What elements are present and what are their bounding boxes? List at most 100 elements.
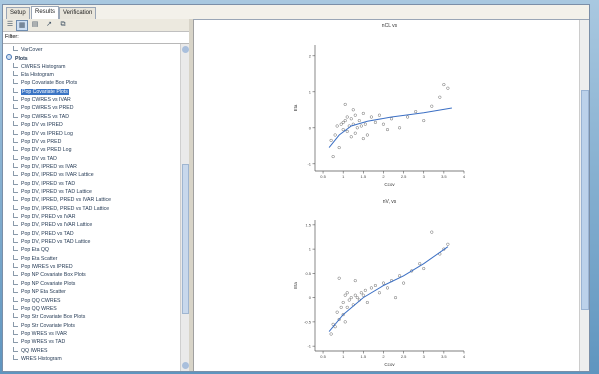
tree-item-label: Pop NP Eta Scatter: [21, 289, 66, 296]
tree-item[interactable]: Pop DV, IPRED vs TAD Lattice: [13, 187, 92, 196]
x-axis-label: Ccov: [384, 362, 395, 367]
filter-label: Filter:: [5, 34, 19, 40]
tree-item[interactable]: Pop DV, IPRED vs TAD: [13, 179, 75, 188]
data-point: [446, 242, 450, 246]
filter-input[interactable]: [25, 34, 175, 41]
trend-line: [328, 107, 452, 148]
plot-scroll-thumb[interactable]: [581, 90, 589, 310]
data-point: [353, 113, 357, 117]
plot-item-icon: [13, 213, 18, 218]
tree-item-label: Pop DV vs TAD: [21, 155, 57, 162]
tree-item[interactable]: Pop Eta Scatter: [13, 254, 57, 263]
tree-item[interactable]: WRES Histogram: [13, 354, 62, 363]
data-point: [438, 95, 442, 99]
tree-item[interactable]: Eta Histogram: [13, 71, 54, 79]
export-icon[interactable]: ↗: [46, 21, 52, 28]
tree-item[interactable]: Pop DV vs PRED Log: [13, 146, 71, 154]
data-point: [355, 296, 359, 300]
data-point: [377, 113, 381, 117]
data-point: [385, 286, 390, 290]
chart-view-icon[interactable]: ▤: [31, 21, 39, 28]
tree-item[interactable]: Pop IWRES vs IPRED: [13, 263, 73, 271]
tab-results[interactable]: Results: [31, 6, 60, 20]
plot-item-icon: [13, 288, 18, 294]
tree-item[interactable]: Pop DV, IPRED, PRED vs IVAR Lattice: [13, 196, 111, 204]
data-point: [341, 120, 345, 124]
tree-item[interactable]: Pop Covariate Box Plots: [13, 79, 77, 87]
tree-item[interactable]: Pop QQ CWRES: [13, 296, 61, 305]
tab-verification[interactable]: Verification: [59, 7, 97, 19]
data-point: [381, 281, 386, 285]
tree-item[interactable]: Pop DV vs IPRED Log: [13, 129, 73, 138]
x-tick-label: 1: [342, 174, 345, 179]
scroll-up-icon[interactable]: [182, 46, 189, 53]
y-tick-label: -0.5: [304, 319, 312, 324]
tree-item[interactable]: Pop Str Covariate Box Plots: [13, 313, 85, 321]
data-point: [331, 155, 335, 159]
tree-item[interactable]: Pop CWRES vs IVAR: [13, 96, 71, 104]
data-point: [329, 332, 333, 336]
tree-item[interactable]: Pop Eta QQ: [13, 246, 49, 254]
tree-item[interactable]: VarCover: [13, 46, 43, 54]
data-point: [385, 128, 390, 132]
tree-item[interactable]: CWRES Histogram: [13, 62, 65, 71]
tree-item[interactable]: Pop DV vs TAD: [13, 154, 57, 163]
tree-item[interactable]: Pop CWRES vs TAD: [13, 112, 69, 121]
tree-item[interactable]: Pop DV vs PRED: [13, 137, 62, 146]
plot-item-icon: [13, 129, 18, 135]
tree-item[interactable]: Pop DV, PRED vs IVAR Lattice: [13, 221, 92, 229]
data-point: [365, 133, 369, 137]
list-view-icon[interactable]: ☰: [6, 21, 14, 28]
data-point: [329, 138, 333, 142]
tree-item[interactable]: Pop NP Covariate Plots: [13, 279, 75, 288]
data-point: [359, 124, 363, 128]
tree-item[interactable]: Pop Str Covariate Plots: [13, 321, 75, 330]
tree-item[interactable]: Pop NP Eta Scatter: [13, 288, 66, 296]
plot-item-icon: [13, 196, 18, 202]
tree-item-label: Pop DV vs PRED: [21, 138, 62, 145]
tree-item[interactable]: Pop CWRES vs PRED: [13, 104, 73, 112]
data-point: [363, 122, 367, 126]
plot-item-icon: [13, 271, 18, 277]
tree-scrollbar[interactable]: [180, 44, 190, 371]
x-tick-label: 3.5: [441, 174, 447, 179]
tree-item[interactable]: Pop DV vs IPRED: [13, 121, 63, 129]
copy-icon[interactable]: ⧉: [60, 21, 66, 28]
tree-item[interactable]: Pop DV, PRED vs TAD Lattice: [13, 238, 90, 246]
tree-item-label: Pop WRES vs IVAR: [21, 330, 68, 337]
tree-item-label: Pop DV, IPRED vs TAD Lattice: [21, 188, 92, 195]
tree-item[interactable]: QQ IWRES: [13, 346, 48, 355]
data-point: [343, 320, 347, 324]
tree-item-label: Pop Str Covariate Plots: [21, 322, 75, 329]
scroll-down-icon[interactable]: [182, 362, 189, 369]
plot-item-icon: [13, 179, 18, 185]
tree-item[interactable]: Pop QQ WRES: [13, 304, 57, 313]
tree-scroll-thumb[interactable]: [182, 164, 189, 314]
tree-item[interactable]: Pop DV, PRED vs IVAR: [13, 213, 76, 221]
chart-2: nV, vs 0.5 1 1.5 2 2.5 3 3.5 4 -1 -0.5 0 0.5 1 1.5 Ccov…: [293, 199, 466, 367]
tree-item[interactable]: Pop DV, PRED vs TAD: [13, 229, 74, 238]
tree-item-label: Pop QQ CWRES: [21, 297, 61, 304]
tree-item-label: QQ IWRES: [21, 347, 48, 354]
tab-setup[interactable]: Setup: [6, 7, 30, 19]
tree-item-label: Pop Covariate Plots: [21, 88, 69, 95]
tree-item[interactable]: Pop WRES vs TAD: [13, 338, 65, 346]
pane-splitter[interactable]: [189, 19, 193, 371]
tree-item[interactable]: Pop WRES vs IVAR: [13, 329, 68, 338]
data-point: [410, 269, 414, 273]
plot-item-icon: [13, 146, 18, 152]
plot-scrollbar[interactable]: [579, 20, 589, 371]
tree-item[interactable]: Pop DV, IPRED vs IVAR: [13, 162, 77, 171]
data-point: [398, 126, 402, 130]
tree-item[interactable]: Pop DV, IPRED vs IVAR Lattice: [13, 171, 94, 179]
plot-item-icon: [13, 329, 18, 335]
grid-view-icon[interactable]: ▦: [16, 20, 28, 31]
tree-item[interactable]: Pop Covariate Plots: [13, 87, 69, 96]
x-tick-label: 4: [463, 174, 466, 179]
data-point: [393, 296, 398, 300]
y-tick-label: 2: [309, 53, 312, 58]
tree-item[interactable]: Pop DV, IPRED, PRED vs TAD Lattice: [13, 204, 109, 213]
tree-folder[interactable]: Plots: [6, 54, 28, 62]
tree-item-label: VarCover: [21, 47, 43, 53]
tree-item[interactable]: Pop NP Covariate Box Plots: [13, 271, 86, 279]
